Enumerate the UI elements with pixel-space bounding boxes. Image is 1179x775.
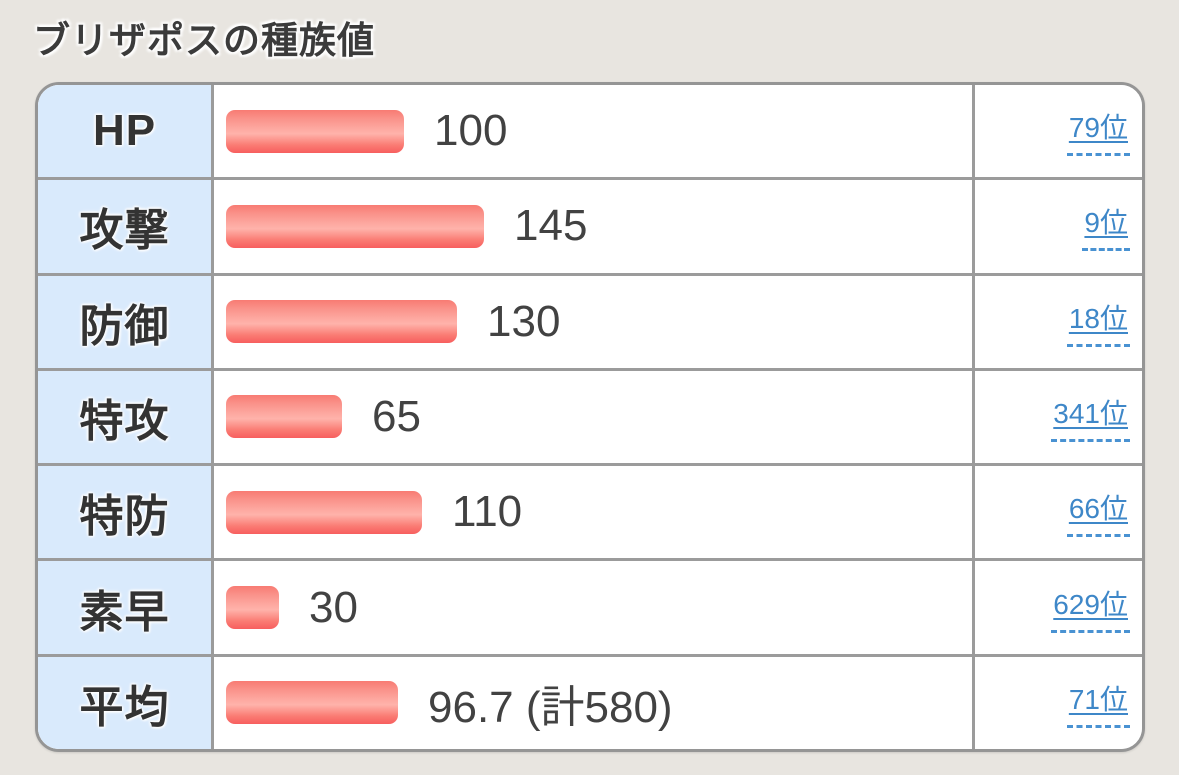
table-row: 防御 130 18位 [38, 272, 1142, 368]
stat-value: 100 [434, 106, 508, 156]
stat-rank-cell: 71位 [972, 656, 1142, 749]
stat-bar [226, 490, 422, 534]
stat-label: HP [92, 106, 157, 156]
rank-link[interactable]: 9位 [1082, 201, 1130, 252]
rank-link[interactable]: 79位 [1066, 106, 1130, 157]
stat-label: 防御 [79, 301, 170, 351]
stat-rank-cell: 341位 [972, 370, 1142, 464]
table-row: 素早 30 629位 [38, 558, 1142, 654]
stat-value: 65 [372, 391, 421, 441]
stat-bar [226, 109, 404, 153]
stat-label-cell: 攻撃 [38, 180, 214, 273]
stat-label: 特防 [79, 492, 170, 542]
stat-label-cell: 防御 [38, 275, 214, 368]
stat-label-cell: 素早 [38, 561, 214, 654]
stat-bar [226, 300, 457, 344]
stat-label: 平均 [79, 682, 170, 732]
stat-value: 30 [309, 582, 358, 632]
stat-bar-cell: 65 [214, 371, 972, 463]
table-row: 特防 110 66位 [38, 463, 1142, 559]
stat-bar-cell: 145 [214, 180, 972, 272]
stat-bar [226, 586, 279, 630]
stat-bar-cell: 110 [214, 466, 972, 558]
stat-label: 素早 [79, 587, 170, 637]
table-row: 特攻 65 341位 [38, 367, 1142, 464]
table-row: HP 100 79位 [38, 85, 1142, 178]
stat-rank-cell: 629位 [972, 561, 1142, 654]
stat-rank-cell: 66位 [972, 466, 1142, 559]
stat-bar [226, 681, 398, 725]
stat-value: 110 [452, 487, 523, 537]
stats-table: HP 100 79位 攻撃 145 9位 防御 130 18位 [35, 82, 1145, 752]
table-row: 攻撃 145 9位 [38, 177, 1142, 273]
stat-value: 130 [487, 296, 561, 346]
stat-bar-cell: 130 [214, 276, 972, 368]
stat-label: 特攻 [79, 396, 170, 446]
stat-bar [226, 204, 484, 248]
stat-label: 攻撃 [79, 206, 170, 256]
rank-link[interactable]: 629位 [1051, 583, 1130, 633]
stat-bar-cell: 96.7 (計580) [214, 657, 972, 749]
stat-rank-cell: 79位 [972, 85, 1142, 178]
rank-link[interactable]: 66位 [1066, 487, 1130, 538]
stat-label-cell: 特防 [38, 466, 214, 559]
table-row: 平均 96.7 (計580) 71位 [38, 653, 1142, 749]
rank-link[interactable]: 71位 [1066, 678, 1130, 728]
stat-bar-cell: 30 [214, 561, 972, 653]
stat-bar-cell: 100 [214, 85, 972, 177]
stat-rank-cell: 9位 [972, 180, 1142, 273]
rank-link[interactable]: 341位 [1051, 392, 1130, 442]
stat-label-cell: 平均 [38, 656, 214, 749]
stat-value: 96.7 (計580) [428, 682, 673, 732]
stat-value: 145 [514, 201, 588, 251]
stat-label-cell: HP [38, 85, 214, 178]
stat-label-cell: 特攻 [38, 370, 214, 464]
page-title: ブリザポスの種族値 [33, 20, 375, 61]
stat-bar [226, 395, 342, 439]
stat-rank-cell: 18位 [972, 275, 1142, 368]
rank-link[interactable]: 18位 [1066, 297, 1130, 347]
